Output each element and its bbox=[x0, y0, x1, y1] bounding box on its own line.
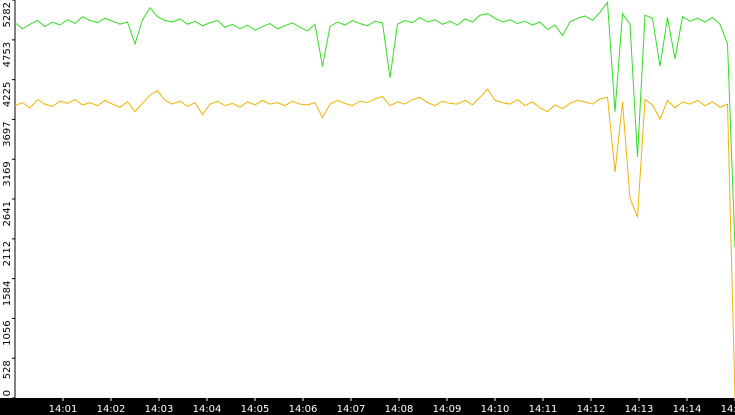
series-line bbox=[14, 88, 735, 399]
x-tick-label: 14:10 bbox=[481, 404, 510, 415]
y-tick-label: 3697 bbox=[2, 121, 13, 146]
y-tick-label: 1056 bbox=[2, 320, 13, 345]
x-tick-label: 14:12 bbox=[577, 404, 606, 415]
series-line bbox=[14, 1, 735, 248]
x-tick-label: 14:01 bbox=[49, 404, 78, 415]
x-tick-label: 14:04 bbox=[193, 404, 222, 415]
x-tick-label: 14:05 bbox=[241, 404, 270, 415]
x-tick-label: 14:09 bbox=[433, 404, 462, 415]
y-tick-label: 1584 bbox=[2, 281, 13, 306]
y-tick-label: 2641 bbox=[2, 201, 13, 226]
x-tick-label: 14:02 bbox=[97, 404, 126, 415]
y-tick-label: 5282 bbox=[2, 2, 13, 27]
x-tick-label: 14:08 bbox=[385, 404, 414, 415]
y-tick-label: 3169 bbox=[2, 161, 13, 186]
y-tick-label: 528 bbox=[2, 360, 13, 379]
x-tick-label: 14:13 bbox=[625, 404, 654, 415]
y-tick-label: 0 bbox=[2, 390, 13, 396]
x-tick-label: 14:15 bbox=[721, 404, 735, 415]
x-tick-label: 14:03 bbox=[145, 404, 174, 415]
x-tick-label: 14:07 bbox=[337, 404, 366, 415]
x-tick-label: 14:14 bbox=[673, 404, 702, 415]
y-tick-label: 4225 bbox=[2, 82, 13, 107]
y-tick-label: 4753 bbox=[2, 42, 13, 67]
x-tick-label: 14:11 bbox=[529, 404, 558, 415]
x-axis-band bbox=[0, 398, 735, 415]
x-tick-label: 14:06 bbox=[289, 404, 318, 415]
y-tick-label: 2112 bbox=[2, 241, 13, 266]
